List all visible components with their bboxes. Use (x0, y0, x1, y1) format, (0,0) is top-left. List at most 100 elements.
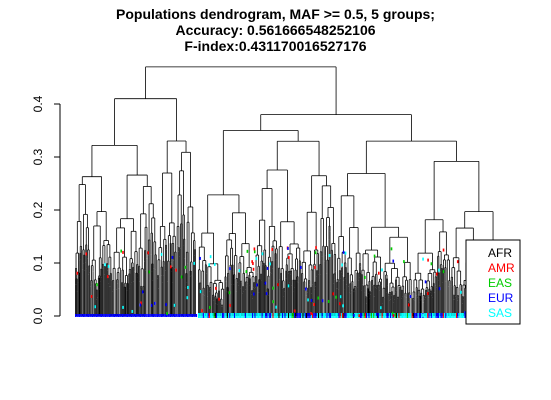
leaf-marker (241, 313, 243, 318)
leaf-marker (335, 295, 338, 299)
leaf-marker (429, 313, 431, 318)
leaf-marker (306, 313, 308, 318)
leaf-marker (464, 313, 466, 318)
leaf-marker (396, 313, 398, 318)
leaf-marker (327, 313, 329, 318)
leaf-marker (181, 314, 183, 317)
leaf-marker (349, 313, 351, 318)
leaf-marker (255, 257, 258, 261)
leaf-marker (428, 313, 430, 318)
leaf-marker (376, 312, 378, 316)
leaf-marker (273, 313, 275, 318)
leaf-marker (78, 314, 81, 317)
leaf-marker (416, 313, 418, 318)
leaf-marker (137, 314, 139, 317)
leaf-marker (422, 313, 425, 317)
leaf-marker (287, 246, 289, 250)
leaf-marker (337, 313, 339, 318)
leaf-marker (448, 313, 450, 318)
leaf-marker (165, 303, 167, 307)
leaf-marker (81, 314, 83, 317)
leaf-marker (269, 262, 271, 266)
leaf-marker (387, 313, 389, 318)
y-tick-label: 0.1 (31, 254, 45, 271)
leaf-marker (357, 313, 359, 318)
leaf-marker (146, 314, 148, 317)
leaf-marker (373, 313, 375, 318)
leaf-marker (463, 313, 465, 318)
leaf-marker (312, 313, 314, 318)
leaf-marker (114, 314, 116, 317)
leaf-marker (336, 313, 338, 318)
leaf-marker (154, 301, 156, 305)
leaf-marker (75, 314, 77, 317)
leaf-marker (390, 313, 392, 318)
leaf-marker (208, 313, 210, 318)
leaf-marker (305, 287, 307, 291)
leaf-marker (236, 313, 238, 318)
leaf-marker (238, 269, 241, 273)
leaf-marker (166, 314, 168, 317)
leaf-marker (175, 314, 177, 317)
leaf-marker (439, 313, 441, 318)
leaf-marker (189, 314, 191, 317)
leaf-marker (106, 275, 109, 279)
leaf-marker (101, 314, 103, 317)
leaf-marker (442, 270, 445, 274)
leaf-marker (344, 251, 347, 255)
leaf-marker (392, 314, 395, 318)
legend-entry-eur: EUR (488, 291, 514, 305)
leaf-marker (164, 314, 166, 317)
leaf-marker (397, 313, 399, 318)
leaf-marker (379, 313, 381, 318)
leaf-marker (412, 313, 414, 318)
leaf-marker (120, 249, 122, 253)
leaf-marker (271, 247, 274, 251)
leaf-marker (228, 313, 230, 318)
leaf-marker (403, 313, 405, 318)
leaf-marker (150, 303, 153, 307)
leaf-marker (245, 270, 248, 274)
leaf-marker (364, 313, 366, 318)
leaf-marker (391, 311, 394, 315)
leaf-marker (378, 313, 380, 318)
leaf-marker (213, 262, 216, 266)
leaf-marker (258, 313, 260, 318)
leaf-marker (187, 285, 189, 289)
leaf-marker (141, 314, 143, 317)
leaf-marker (253, 250, 256, 254)
leaf-marker (308, 313, 310, 318)
leaf-marker (76, 271, 79, 275)
leaf-marker (248, 313, 250, 318)
leaf-marker (276, 313, 278, 318)
dendrogram-tree (74, 66, 505, 316)
leaf-marker (339, 302, 341, 306)
leaf-marker (180, 314, 182, 317)
leaf-marker (80, 314, 82, 317)
leaf-marker (368, 313, 370, 318)
leaf-marker (272, 313, 274, 318)
leaf-marker (404, 313, 406, 318)
leaf-marker (115, 314, 117, 317)
leaf-marker (198, 313, 200, 318)
y-tick-label: 0.2 (31, 201, 45, 218)
leaf-marker (94, 305, 96, 309)
leaf-marker (433, 313, 435, 318)
leaf-marker (356, 313, 358, 318)
leaf-marker (456, 260, 459, 264)
leaf-marker (131, 309, 134, 313)
leaf-marker (171, 255, 174, 259)
leaf-marker (351, 313, 353, 318)
leaf-marker (381, 313, 383, 318)
leaf-marker (411, 313, 413, 318)
leaf-marker (402, 313, 404, 318)
leaf-marker (341, 263, 343, 267)
leaf-marker (399, 313, 401, 318)
leaf-marker (297, 313, 299, 318)
leaf-marker (184, 314, 186, 317)
leaf-marker (363, 313, 365, 318)
leaf-marker (421, 313, 423, 318)
leaf-marker (121, 314, 123, 317)
leaf-marker (180, 275, 183, 279)
leaf-marker (90, 314, 92, 317)
